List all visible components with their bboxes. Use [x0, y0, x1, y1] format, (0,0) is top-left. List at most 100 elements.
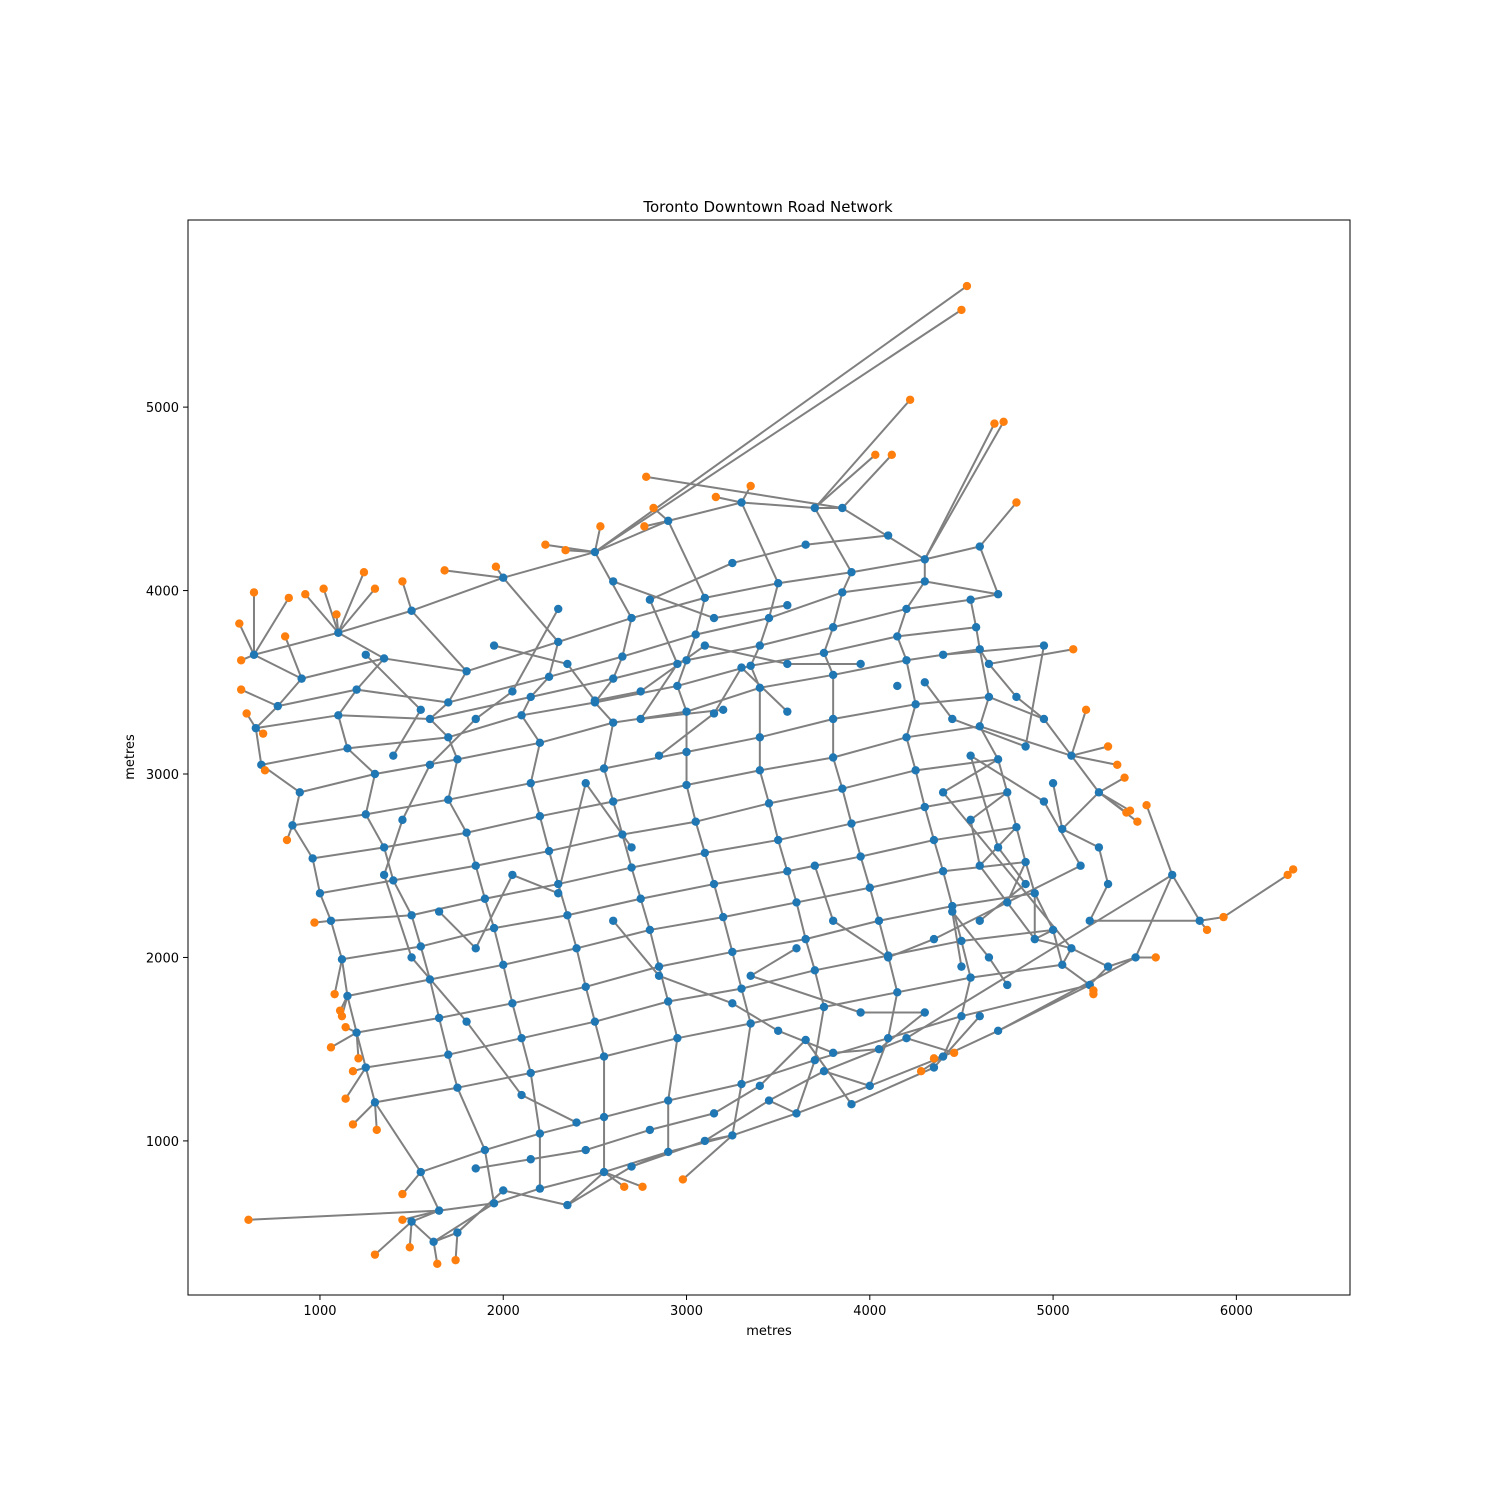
road-node	[847, 819, 856, 828]
road-node	[865, 1081, 875, 1091]
road-node	[581, 1145, 590, 1155]
road-node	[728, 1131, 737, 1140]
road-edge	[1015, 826, 1027, 863]
road-edge	[685, 784, 697, 822]
road-node	[993, 755, 1003, 764]
road-edge	[311, 858, 321, 894]
road-edge	[594, 684, 678, 704]
road-node	[315, 889, 325, 898]
road-node	[1067, 751, 1076, 760]
road-edge	[969, 599, 978, 628]
road-node	[828, 753, 838, 762]
road-edge	[732, 938, 806, 953]
road-node	[654, 751, 664, 760]
road-node	[526, 778, 535, 788]
boundary-node	[1133, 817, 1142, 826]
road-node	[471, 861, 480, 870]
road-edge	[402, 1209, 440, 1221]
boundary-node	[354, 1054, 363, 1063]
road-edge	[475, 690, 514, 720]
road-edge	[401, 764, 431, 821]
road-node	[295, 788, 305, 797]
road-node	[810, 861, 820, 870]
road-edge	[915, 695, 990, 706]
road-edge	[933, 826, 1017, 842]
road-node	[755, 1081, 765, 1091]
road-edge	[292, 813, 366, 827]
road-edge	[585, 965, 660, 988]
road-edge	[1098, 791, 1139, 823]
road-node	[764, 613, 774, 623]
road-edge	[750, 947, 798, 977]
road-edge	[639, 663, 679, 720]
road-node	[572, 944, 581, 953]
road-edge	[1070, 709, 1088, 756]
road-node	[554, 879, 563, 889]
road-node	[746, 661, 755, 670]
road-edge	[284, 636, 303, 679]
road-edge	[658, 712, 715, 757]
road-edge	[694, 821, 706, 854]
road-node	[535, 738, 545, 748]
road-edge	[529, 676, 550, 698]
road-edge	[814, 399, 911, 509]
boundary-node	[957, 305, 966, 315]
road-edge	[401, 581, 413, 612]
road-edge	[805, 919, 880, 941]
road-node	[783, 601, 792, 610]
road-node	[938, 1052, 948, 1061]
boundary-node	[370, 1250, 380, 1259]
road-node	[535, 1129, 545, 1138]
road-edge	[337, 588, 376, 634]
road-edge	[813, 865, 835, 922]
road-edge	[594, 701, 614, 724]
road-node	[563, 1200, 572, 1210]
road-node	[627, 613, 636, 623]
road-node	[663, 516, 673, 526]
road-edge	[465, 832, 477, 867]
road-edge	[639, 898, 651, 931]
road-node	[581, 778, 590, 788]
road-edge	[419, 946, 431, 980]
road-edge	[454, 1232, 459, 1261]
road-edge	[786, 870, 798, 903]
boundary-node	[746, 481, 755, 491]
road-node	[1012, 692, 1021, 702]
road-node	[425, 975, 435, 984]
road-node	[389, 876, 398, 885]
road-edge	[261, 747, 348, 766]
road-node	[828, 670, 838, 680]
boundary-node	[642, 472, 651, 482]
road-edge	[301, 657, 385, 680]
road-edge	[978, 546, 1000, 595]
road-edge	[475, 850, 550, 867]
road-edge	[905, 660, 917, 705]
road-node	[471, 714, 480, 724]
road-edge	[732, 1112, 797, 1137]
road-node	[801, 540, 810, 549]
road-edge	[759, 673, 834, 689]
road-node	[865, 883, 875, 892]
road-edge	[1052, 782, 1064, 830]
road-edge	[1098, 776, 1126, 794]
boundary-node	[905, 395, 915, 404]
road-edge	[493, 1187, 541, 1205]
road-edge	[740, 988, 752, 1024]
road-edge	[484, 1132, 541, 1152]
road-edge	[969, 755, 1000, 848]
road-edge	[943, 861, 1026, 873]
road-node	[337, 955, 347, 964]
road-edge	[1222, 874, 1289, 918]
boundary-node	[1081, 705, 1091, 715]
road-edge	[740, 1023, 752, 1085]
road-edge	[474, 874, 514, 949]
road-node	[838, 588, 847, 597]
road-node	[682, 780, 691, 790]
road-edge	[988, 696, 1045, 720]
road-edge	[906, 598, 971, 610]
road-node	[755, 683, 765, 692]
road-edge	[1070, 947, 1109, 968]
boundary-node	[337, 1011, 347, 1021]
road-edge	[649, 1112, 715, 1131]
